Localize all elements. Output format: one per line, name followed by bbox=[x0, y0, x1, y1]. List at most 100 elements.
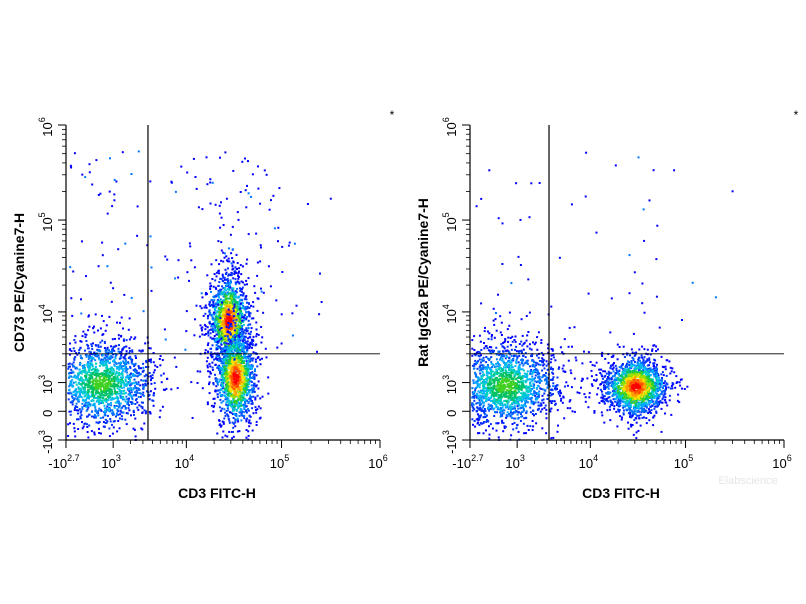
event-point bbox=[148, 398, 151, 401]
event-point bbox=[139, 395, 142, 398]
event-point bbox=[114, 383, 117, 386]
event-point bbox=[234, 332, 237, 335]
event-point bbox=[243, 298, 246, 301]
event-point bbox=[216, 396, 219, 399]
event-point bbox=[132, 411, 135, 414]
event-point bbox=[475, 402, 478, 405]
event-point bbox=[230, 403, 233, 406]
event-point bbox=[237, 379, 239, 382]
event-point bbox=[129, 373, 132, 376]
event-point bbox=[132, 388, 135, 391]
event-point bbox=[215, 315, 218, 318]
event-point bbox=[133, 428, 136, 431]
event-point bbox=[243, 362, 245, 364]
event-point bbox=[232, 298, 235, 301]
event-point bbox=[115, 365, 118, 368]
event-point bbox=[252, 335, 255, 338]
event-point bbox=[212, 397, 215, 400]
event-point bbox=[252, 386, 255, 389]
event-point bbox=[253, 376, 256, 378]
event-point bbox=[223, 353, 226, 356]
event-point bbox=[127, 393, 130, 396]
event-point bbox=[119, 402, 122, 405]
event-point bbox=[227, 404, 230, 407]
event-point bbox=[245, 350, 248, 353]
event-point bbox=[241, 160, 244, 163]
event-point bbox=[238, 430, 241, 433]
event-point bbox=[90, 386, 93, 389]
event-point bbox=[95, 362, 97, 365]
event-point bbox=[242, 321, 245, 323]
event-point bbox=[79, 411, 82, 414]
event-point bbox=[229, 286, 232, 289]
event-point bbox=[237, 420, 240, 423]
event-point bbox=[219, 325, 222, 328]
event-point bbox=[85, 353, 88, 356]
event-point bbox=[516, 356, 519, 359]
event-point bbox=[253, 373, 256, 376]
event-point bbox=[471, 418, 474, 421]
event-point bbox=[224, 335, 227, 338]
event-point bbox=[96, 399, 99, 402]
event-point bbox=[123, 386, 126, 389]
event-point bbox=[77, 398, 80, 401]
event-point bbox=[489, 346, 491, 348]
event-point bbox=[213, 327, 216, 330]
event-point bbox=[219, 277, 222, 280]
event-point bbox=[224, 311, 227, 314]
event-point bbox=[109, 281, 112, 284]
event-point bbox=[566, 384, 569, 387]
event-point bbox=[108, 376, 111, 379]
event-point bbox=[212, 301, 215, 303]
event-point bbox=[69, 413, 72, 416]
event-point bbox=[251, 341, 253, 344]
event-point bbox=[164, 338, 167, 341]
event-point bbox=[527, 429, 530, 431]
event-point bbox=[217, 324, 220, 327]
event-point bbox=[223, 380, 226, 383]
event-point bbox=[245, 388, 248, 391]
event-point bbox=[224, 366, 227, 369]
event-point bbox=[121, 376, 124, 379]
event-point bbox=[234, 296, 237, 299]
event-point bbox=[237, 218, 240, 221]
event-point bbox=[223, 313, 226, 316]
event-point bbox=[228, 284, 231, 287]
event-point bbox=[245, 298, 248, 301]
event-point bbox=[557, 424, 559, 427]
event-point bbox=[102, 416, 105, 419]
event-point bbox=[518, 355, 521, 357]
event-point bbox=[224, 302, 227, 305]
event-point bbox=[136, 234, 139, 237]
event-point bbox=[111, 351, 113, 354]
event-point bbox=[212, 337, 215, 340]
event-point bbox=[188, 279, 190, 282]
event-point bbox=[238, 370, 241, 373]
event-point bbox=[224, 398, 227, 401]
event-point bbox=[246, 363, 249, 366]
event-point bbox=[226, 317, 229, 320]
event-point bbox=[245, 311, 248, 313]
event-point bbox=[238, 316, 241, 319]
event-point bbox=[91, 365, 94, 368]
event-point bbox=[195, 187, 198, 190]
event-point bbox=[106, 389, 109, 392]
event-point bbox=[473, 362, 476, 365]
event-point bbox=[247, 408, 249, 411]
event-point bbox=[244, 341, 247, 344]
event-point bbox=[221, 330, 224, 333]
event-point bbox=[237, 385, 240, 388]
event-point bbox=[252, 388, 255, 391]
event-point bbox=[230, 299, 233, 301]
event-point bbox=[507, 336, 510, 339]
event-point bbox=[563, 417, 566, 420]
event-point bbox=[104, 418, 107, 421]
event-point bbox=[232, 321, 235, 324]
event-point bbox=[225, 327, 228, 329]
event-point bbox=[227, 352, 230, 355]
event-point bbox=[103, 370, 106, 373]
event-point bbox=[219, 371, 221, 374]
event-point bbox=[106, 374, 109, 377]
event-point bbox=[184, 348, 187, 351]
event-point bbox=[554, 403, 557, 406]
